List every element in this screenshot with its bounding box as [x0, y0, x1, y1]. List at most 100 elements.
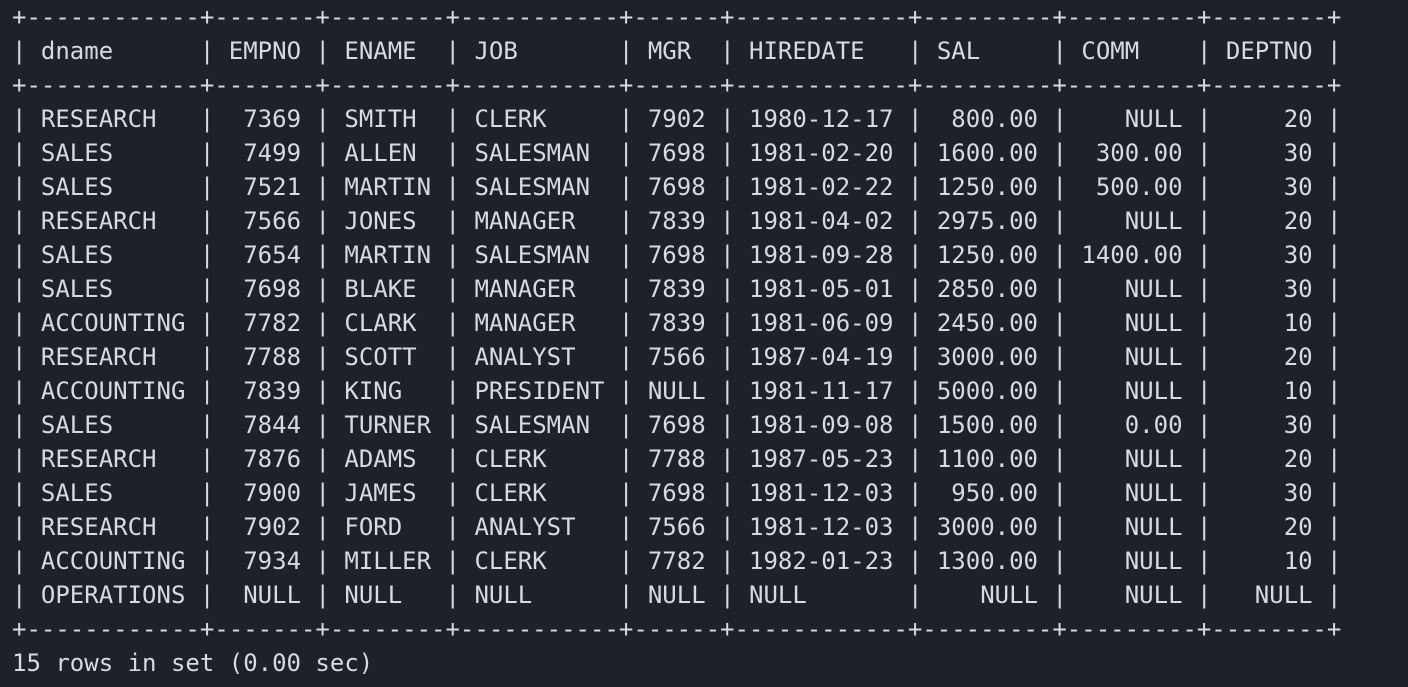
cell-deptno: 10: [1225, 309, 1313, 337]
cell-sal: 2975.00: [936, 207, 1039, 235]
cell-sal: 3000.00: [936, 513, 1039, 541]
cell-hiredate: 1981-05-01: [749, 275, 894, 303]
table-row: | RESEARCH | 7369 | SMITH | CLERK | 7902…: [12, 105, 1342, 133]
cell-mgr: NULL: [647, 377, 706, 405]
cell-dname: RESEARCH: [40, 207, 186, 235]
cell-ename: ADAMS: [344, 445, 432, 473]
cell-mgr: 7902: [647, 105, 706, 133]
cell-job: SALESMAN: [474, 241, 605, 269]
cell-dname: RESEARCH: [40, 343, 186, 371]
cell-deptno: NULL: [1225, 581, 1313, 609]
table-row: | ACCOUNTING | 7839 | KING | PRESIDENT |…: [12, 377, 1342, 405]
cell-deptno: 30: [1225, 411, 1313, 439]
cell-dname: ACCOUNTING: [40, 309, 186, 337]
cell-mgr: 7698: [647, 139, 706, 167]
table-border-header: +------------+-------+--------+---------…: [12, 71, 1342, 99]
cell-job: CLERK: [474, 105, 605, 133]
cell-deptno: 20: [1225, 445, 1313, 473]
cell-deptno: 20: [1225, 207, 1313, 235]
cell-deptno: 10: [1225, 547, 1313, 575]
cell-sal: 1100.00: [936, 445, 1039, 473]
cell-sal: NULL: [936, 581, 1039, 609]
status-line: 15 rows in set (0.00 sec): [12, 649, 374, 677]
table-row: | SALES | 7499 | ALLEN | SALESMAN | 7698…: [12, 139, 1342, 167]
cell-empno: 7902: [228, 513, 302, 541]
cell-job: CLERK: [474, 547, 605, 575]
cell-comm: 500.00: [1081, 173, 1183, 201]
cell-dname: SALES: [40, 139, 186, 167]
cell-sal: 1500.00: [936, 411, 1039, 439]
cell-comm: 300.00: [1081, 139, 1183, 167]
cell-empno: 7844: [228, 411, 302, 439]
cell-sal: 2850.00: [936, 275, 1039, 303]
cell-sal: 3000.00: [936, 343, 1039, 371]
cell-ename: NULL: [344, 581, 432, 609]
cell-ename: CLARK: [344, 309, 432, 337]
cell-dname: RESEARCH: [40, 445, 186, 473]
cell-job: PRESIDENT: [474, 377, 605, 405]
table-header-row: | dname | EMPNO | ENAME | JOB | MGR | HI…: [12, 37, 1342, 65]
cell-ename: ALLEN: [344, 139, 432, 167]
cell-ename: MILLER: [344, 547, 432, 575]
cell-empno: 7698: [228, 275, 302, 303]
table-row: | RESEARCH | 7788 | SCOTT | ANALYST | 75…: [12, 343, 1342, 371]
cell-dname: SALES: [40, 275, 186, 303]
cell-job: MANAGER: [474, 207, 605, 235]
table-row: | ACCOUNTING | 7782 | CLARK | MANAGER | …: [12, 309, 1342, 337]
cell-mgr: 7788: [647, 445, 706, 473]
header-cell-mgr: MGR: [647, 37, 706, 65]
cell-ename: SMITH: [344, 105, 432, 133]
table-row: | OPERATIONS | NULL | NULL | NULL | NULL…: [12, 581, 1342, 609]
cell-empno: 7934: [228, 547, 302, 575]
cell-hiredate: 1987-05-23: [749, 445, 894, 473]
cell-dname: SALES: [40, 173, 186, 201]
cell-hiredate: 1981-04-02: [749, 207, 894, 235]
cell-mgr: 7698: [647, 241, 706, 269]
header-cell-job: JOB: [474, 37, 605, 65]
cell-comm: NULL: [1081, 207, 1183, 235]
table-row: | SALES | 7844 | TURNER | SALESMAN | 769…: [12, 411, 1342, 439]
cell-deptno: 30: [1225, 275, 1313, 303]
header-cell-comm: COMM: [1081, 37, 1183, 65]
cell-sal: 1300.00: [936, 547, 1039, 575]
cell-job: ANALYST: [474, 513, 605, 541]
table-row: | SALES | 7698 | BLAKE | MANAGER | 7839 …: [12, 275, 1342, 303]
cell-ename: MARTIN: [344, 241, 432, 269]
cell-empno: NULL: [228, 581, 302, 609]
cell-dname: RESEARCH: [40, 513, 186, 541]
cell-hiredate: 1981-09-08: [749, 411, 894, 439]
cell-empno: 7876: [228, 445, 302, 473]
header-cell-sal: SAL: [936, 37, 1039, 65]
cell-deptno: 30: [1225, 173, 1313, 201]
cell-job: NULL: [474, 581, 605, 609]
cell-empno: 7654: [228, 241, 302, 269]
cell-sal: 950.00: [936, 479, 1039, 507]
cell-deptno: 30: [1225, 139, 1313, 167]
cell-mgr: 7839: [647, 275, 706, 303]
cell-dname: OPERATIONS: [40, 581, 186, 609]
cell-hiredate: 1981-02-20: [749, 139, 894, 167]
cell-hiredate: 1981-11-17: [749, 377, 894, 405]
table-row: | RESEARCH | 7902 | FORD | ANALYST | 756…: [12, 513, 1342, 541]
cell-empno: 7782: [228, 309, 302, 337]
cell-deptno: 30: [1225, 479, 1313, 507]
cell-mgr: 7566: [647, 343, 706, 371]
cell-mgr: NULL: [647, 581, 706, 609]
cell-ename: BLAKE: [344, 275, 432, 303]
cell-empno: 7369: [228, 105, 302, 133]
cell-deptno: 10: [1225, 377, 1313, 405]
cell-ename: TURNER: [344, 411, 432, 439]
table-border-bottom: +------------+-------+--------+---------…: [12, 615, 1342, 643]
cell-mgr: 7698: [647, 173, 706, 201]
cell-hiredate: 1981-02-22: [749, 173, 894, 201]
cell-sal: 1600.00: [936, 139, 1039, 167]
cell-dname: SALES: [40, 241, 186, 269]
cell-comm: NULL: [1081, 343, 1183, 371]
cell-sal: 2450.00: [936, 309, 1039, 337]
cell-dname: SALES: [40, 479, 186, 507]
cell-dname: SALES: [40, 411, 186, 439]
cell-empno: 7839: [228, 377, 302, 405]
cell-comm: 0.00: [1081, 411, 1183, 439]
cell-ename: JAMES: [344, 479, 432, 507]
